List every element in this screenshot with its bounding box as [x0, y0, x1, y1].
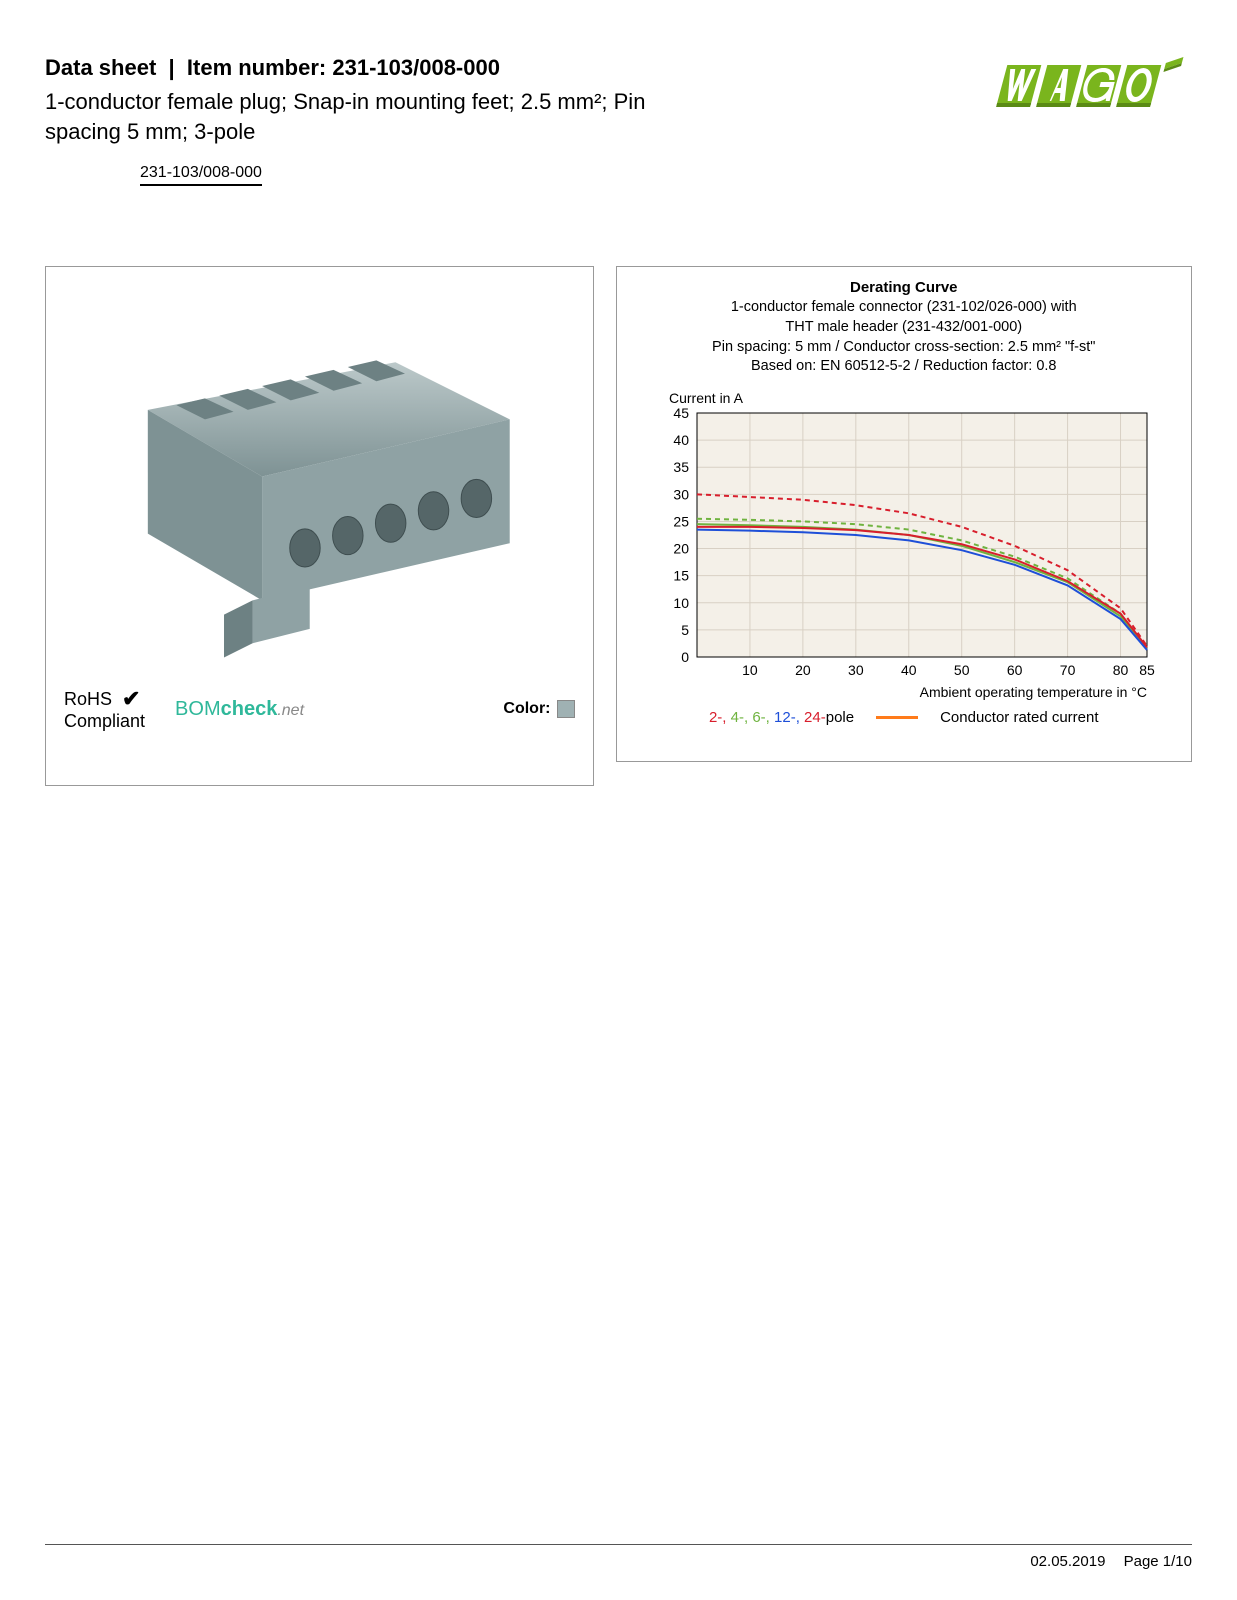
product-description: 1-conductor female plug; Snap-in mountin… [45, 87, 725, 146]
item-number-label: Item number: [187, 55, 326, 80]
checkmark-icon: ✔ [122, 687, 140, 711]
svg-text:35: 35 [673, 459, 689, 475]
part-number-badge: 231-103/008-000 [140, 164, 262, 186]
product-illustration [46, 267, 593, 667]
wago-logo [992, 55, 1192, 111]
rohs-badge: RoHS ✔ Compliant [64, 687, 145, 731]
legend-rated-label: Conductor rated current [940, 709, 1098, 726]
color-label: Color: [503, 700, 550, 718]
svg-text:Current in A: Current in A [669, 390, 744, 406]
svg-text:20: 20 [795, 662, 811, 678]
color-indicator: Color: [503, 700, 574, 718]
legend-rated-line [876, 716, 918, 719]
svg-text:70: 70 [1060, 662, 1076, 678]
svg-text:10: 10 [742, 662, 758, 678]
svg-text:10: 10 [673, 594, 689, 610]
svg-text:40: 40 [901, 662, 917, 678]
bomcheck-logo: BOMcheck.net [175, 698, 304, 721]
page-footer: 02.05.2019 Page 1/10 [45, 1544, 1192, 1570]
svg-text:0: 0 [681, 649, 689, 665]
svg-text:Ambient operating temperature: Ambient operating temperature in °C [919, 684, 1146, 700]
svg-text:80: 80 [1112, 662, 1128, 678]
svg-text:50: 50 [954, 662, 970, 678]
svg-text:5: 5 [681, 622, 689, 638]
svg-text:85: 85 [1139, 662, 1155, 678]
svg-text:30: 30 [848, 662, 864, 678]
product-image-panel: RoHS ✔ Compliant BOMcheck.net Color: [45, 266, 594, 786]
derating-chart: 10 20 30 40 50 60 70 80 85 0 5 10 15 20 25 30 35 40 45Curr… [649, 383, 1159, 703]
svg-text:25: 25 [673, 513, 689, 529]
svg-text:60: 60 [1007, 662, 1023, 678]
svg-text:15: 15 [673, 567, 689, 583]
svg-text:45: 45 [673, 405, 689, 421]
derating-chart-panel: Derating Curve 1-conductor female connec… [616, 266, 1193, 762]
datasheet-label: Data sheet [45, 55, 156, 80]
item-number: 231-103/008-000 [332, 55, 500, 80]
legend-poles: 2-, 4-, 6-, 12-, 24-pole [709, 709, 854, 726]
chart-legend: 2-, 4-, 6-, 12-, 24-pole Conductor rated… [631, 709, 1178, 726]
svg-text:20: 20 [673, 540, 689, 556]
svg-text:30: 30 [673, 486, 689, 502]
footer-date: 02.05.2019 [1030, 1553, 1105, 1570]
chart-subtitle: 1-conductor female connector (231-102/02… [631, 298, 1178, 376]
chart-title: Derating Curve [631, 279, 1178, 296]
rohs-text: RoHS [64, 690, 112, 710]
color-swatch [557, 700, 575, 718]
rohs-compliant: Compliant [64, 712, 145, 732]
svg-text:40: 40 [673, 432, 689, 448]
title-line: Data sheet | Item number: 231-103/008-00… [45, 55, 992, 81]
badge-row: RoHS ✔ Compliant BOMcheck.net Color: [46, 687, 593, 731]
header: Data sheet | Item number: 231-103/008-00… [45, 55, 1192, 186]
footer-page: Page 1/10 [1124, 1553, 1192, 1570]
